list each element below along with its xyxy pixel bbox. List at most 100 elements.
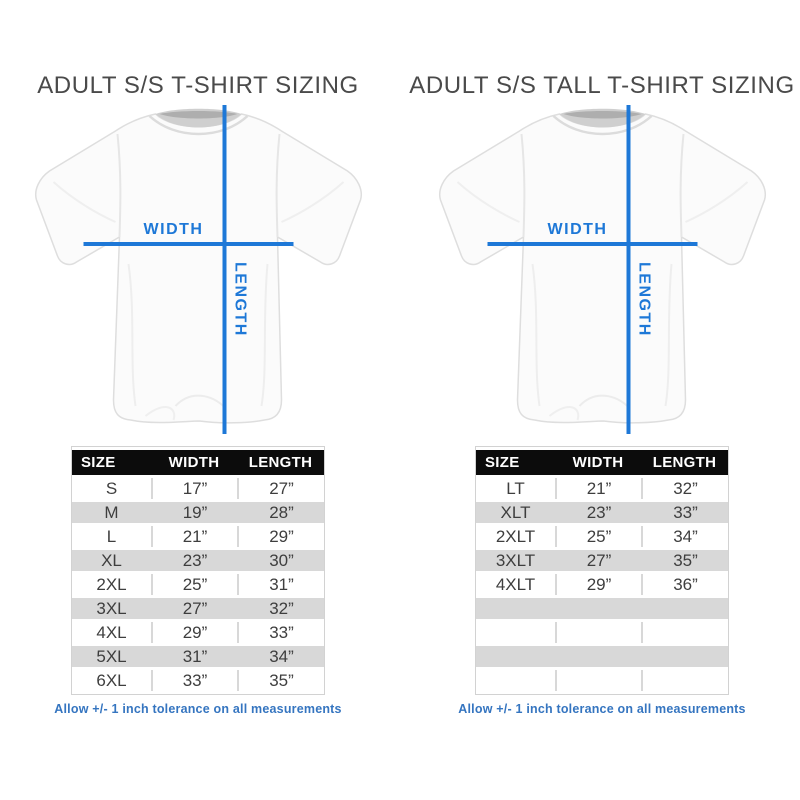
table-row <box>476 670 728 691</box>
width-cell: 23” <box>555 502 641 523</box>
table-header-row: SIZE WIDTH LENGTH <box>476 450 728 475</box>
length-cell <box>641 622 728 643</box>
width-cell: 29” <box>151 622 237 643</box>
table-row <box>476 646 728 667</box>
length-cell: 28” <box>237 502 324 523</box>
table-row: 3XLT 27” 35” <box>476 550 728 571</box>
fold-line <box>685 181 749 223</box>
table-row: 4XL 29” 33” <box>72 622 324 643</box>
width-cell <box>555 646 641 667</box>
left-sleeve-seam <box>520 133 526 238</box>
left-sleeve-seam <box>116 133 122 238</box>
table-row: XL 23” 30” <box>72 550 324 571</box>
size-cell: 4XLT <box>495 575 536 594</box>
header-width: WIDTH <box>555 450 641 475</box>
tolerance-footnote: Allow +/- 1 inch tolerance on all measur… <box>54 702 342 716</box>
fold-line <box>548 406 580 421</box>
size-cell: XL <box>72 550 151 571</box>
size-cell: S <box>105 479 118 498</box>
width-cell: 17” <box>151 478 237 499</box>
collar-inner-shadow <box>563 111 642 119</box>
size-cell: 2XLT <box>495 527 536 546</box>
width-cell: 25” <box>555 526 641 547</box>
length-cell: 30” <box>237 550 324 571</box>
size-table-tall: SIZE WIDTH LENGTH LT 21” 32” XLT 23” 33”… <box>475 446 729 695</box>
right-sleeve-seam <box>679 133 685 238</box>
table-row: LT 21” 32” <box>476 478 728 499</box>
length-cell: 32” <box>641 478 728 499</box>
table-row: 6XL 33” 35” <box>72 670 324 691</box>
table-row: M 19” 28” <box>72 502 324 523</box>
width-cell: 21” <box>555 478 641 499</box>
header-length: LENGTH <box>641 450 728 475</box>
table-row: 5XL 31” 34” <box>72 646 324 667</box>
length-cell <box>641 646 728 667</box>
table-row: 2XLT 25” 34” <box>476 526 728 547</box>
length-label: LENGTH <box>636 262 653 337</box>
width-cell: 25” <box>151 574 237 595</box>
header-size: SIZE <box>72 450 151 475</box>
size-cell <box>476 598 555 619</box>
panel-tall-sizing: ADULT S/S TALL T-SHIRT SIZING WIDTH LENG… <box>409 72 794 800</box>
size-cell: XLT <box>476 502 555 523</box>
table-header-row: SIZE WIDTH LENGTH <box>72 450 324 475</box>
fold-line <box>531 263 541 407</box>
size-cell: 3XLT <box>476 550 555 571</box>
size-cell <box>476 646 555 667</box>
length-cell: 27” <box>237 478 324 499</box>
length-label: LENGTH <box>232 262 249 337</box>
width-cell <box>555 670 641 691</box>
size-cell: 6XL <box>96 671 127 690</box>
width-label: WIDTH <box>144 221 204 238</box>
fold-line <box>52 181 116 223</box>
fold-line <box>174 394 227 409</box>
width-cell: 21” <box>151 526 237 547</box>
fold-line <box>127 263 137 407</box>
size-cell: LT <box>506 479 525 498</box>
length-cell: 36” <box>641 574 728 595</box>
tshirt-body <box>439 113 766 424</box>
header-size: SIZE <box>476 450 555 475</box>
fold-line <box>578 394 631 409</box>
tolerance-footnote: Allow +/- 1 inch tolerance on all measur… <box>458 702 746 716</box>
size-cell <box>476 622 555 643</box>
table-row: XLT 23” 33” <box>476 502 728 523</box>
fold-line <box>281 181 345 223</box>
size-cell: 3XL <box>72 598 151 619</box>
length-cell: 32” <box>237 598 324 619</box>
fold-line <box>456 181 520 223</box>
tshirt-illustration: WIDTH LENGTH <box>439 105 766 434</box>
fold-line <box>144 406 176 421</box>
length-cell: 34” <box>641 526 728 547</box>
width-cell: 27” <box>151 598 237 619</box>
width-cell: 33” <box>151 670 237 691</box>
size-cell: 5XL <box>72 646 151 667</box>
length-cell: 33” <box>237 622 324 643</box>
length-cell: 33” <box>641 502 728 523</box>
size-cell: M <box>72 502 151 523</box>
tshirt-body <box>35 113 362 424</box>
fold-line <box>260 263 269 407</box>
panel-regular-sizing: ADULT S/S T-SHIRT SIZING <box>11 72 385 800</box>
width-label: WIDTH <box>548 221 608 238</box>
header-length: LENGTH <box>237 450 324 475</box>
tshirt-diagram: WIDTH LENGTH <box>427 104 777 444</box>
size-cell: 2XL <box>96 575 127 594</box>
length-cell: 29” <box>237 526 324 547</box>
length-cell <box>641 670 728 691</box>
collar-ribbing <box>552 115 653 136</box>
width-cell: 27” <box>555 550 641 571</box>
length-cell: 35” <box>641 550 728 571</box>
width-cell: 29” <box>555 574 641 595</box>
width-cell: 19” <box>151 502 237 523</box>
collar-ribbing <box>148 115 249 136</box>
width-cell <box>555 598 641 619</box>
table-row: 4XLT 29” 36” <box>476 574 728 595</box>
right-sleeve-seam <box>275 133 281 238</box>
table-row: 3XL 27” 32” <box>72 598 324 619</box>
table-row: 2XL 25” 31” <box>72 574 324 595</box>
length-cell: 35” <box>237 670 324 691</box>
table-row <box>476 598 728 619</box>
width-cell: 23” <box>151 550 237 571</box>
